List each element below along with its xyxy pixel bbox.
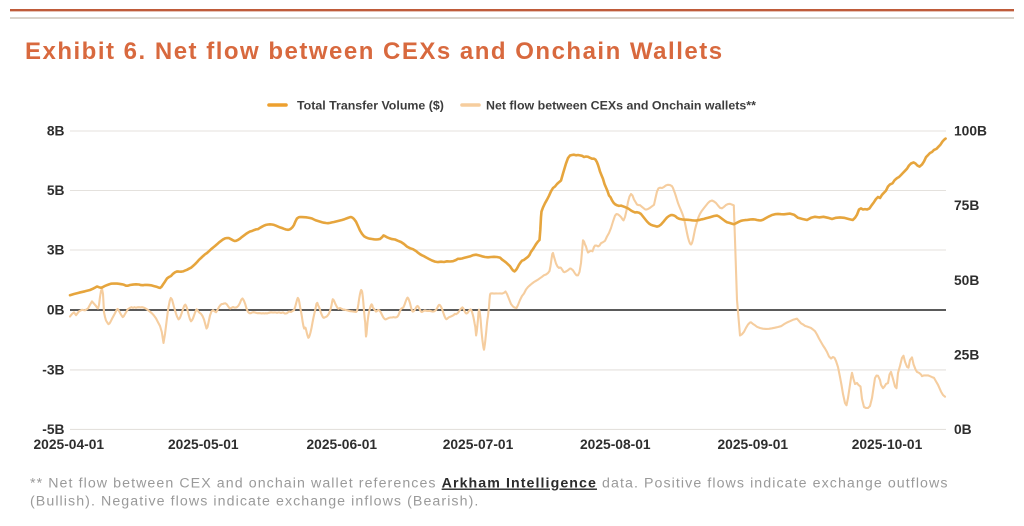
svg-text:-5B: -5B — [42, 422, 64, 437]
svg-text:** Net flow between CEX and on: ** Net flow between CEX and onchain wall… — [30, 476, 949, 492]
svg-text:2025-10-01: 2025-10-01 — [852, 437, 923, 452]
svg-text:0B: 0B — [954, 422, 972, 437]
svg-text:Total Transfer Volume ($): Total Transfer Volume ($) — [297, 99, 444, 113]
svg-text:25B: 25B — [954, 348, 979, 363]
svg-text:(Bullish). Negative flows indi: (Bullish). Negative flows indicate excha… — [30, 494, 479, 510]
svg-text:-3B: -3B — [42, 363, 64, 378]
svg-text:2025-07-01: 2025-07-01 — [443, 437, 514, 452]
svg-text:3B: 3B — [47, 243, 65, 258]
svg-text:8B: 8B — [47, 124, 65, 139]
svg-text:75B: 75B — [954, 198, 979, 213]
svg-text:50B: 50B — [954, 273, 979, 288]
svg-text:2025-09-01: 2025-09-01 — [718, 437, 789, 452]
svg-text:Net flow between CEXs and Onch: Net flow between CEXs and Onchain wallet… — [486, 99, 756, 113]
svg-text:2025-05-01: 2025-05-01 — [168, 437, 239, 452]
svg-text:2025-06-01: 2025-06-01 — [307, 437, 378, 452]
svg-text:2025-04-01: 2025-04-01 — [34, 437, 105, 452]
svg-text:2025-08-01: 2025-08-01 — [580, 437, 651, 452]
svg-text:0B: 0B — [47, 303, 65, 318]
svg-text:5B: 5B — [47, 183, 65, 198]
svg-text:Exhibit 6. Net flow between CE: Exhibit 6. Net flow between CEXs and Onc… — [25, 38, 724, 65]
svg-text:100B: 100B — [954, 123, 987, 138]
